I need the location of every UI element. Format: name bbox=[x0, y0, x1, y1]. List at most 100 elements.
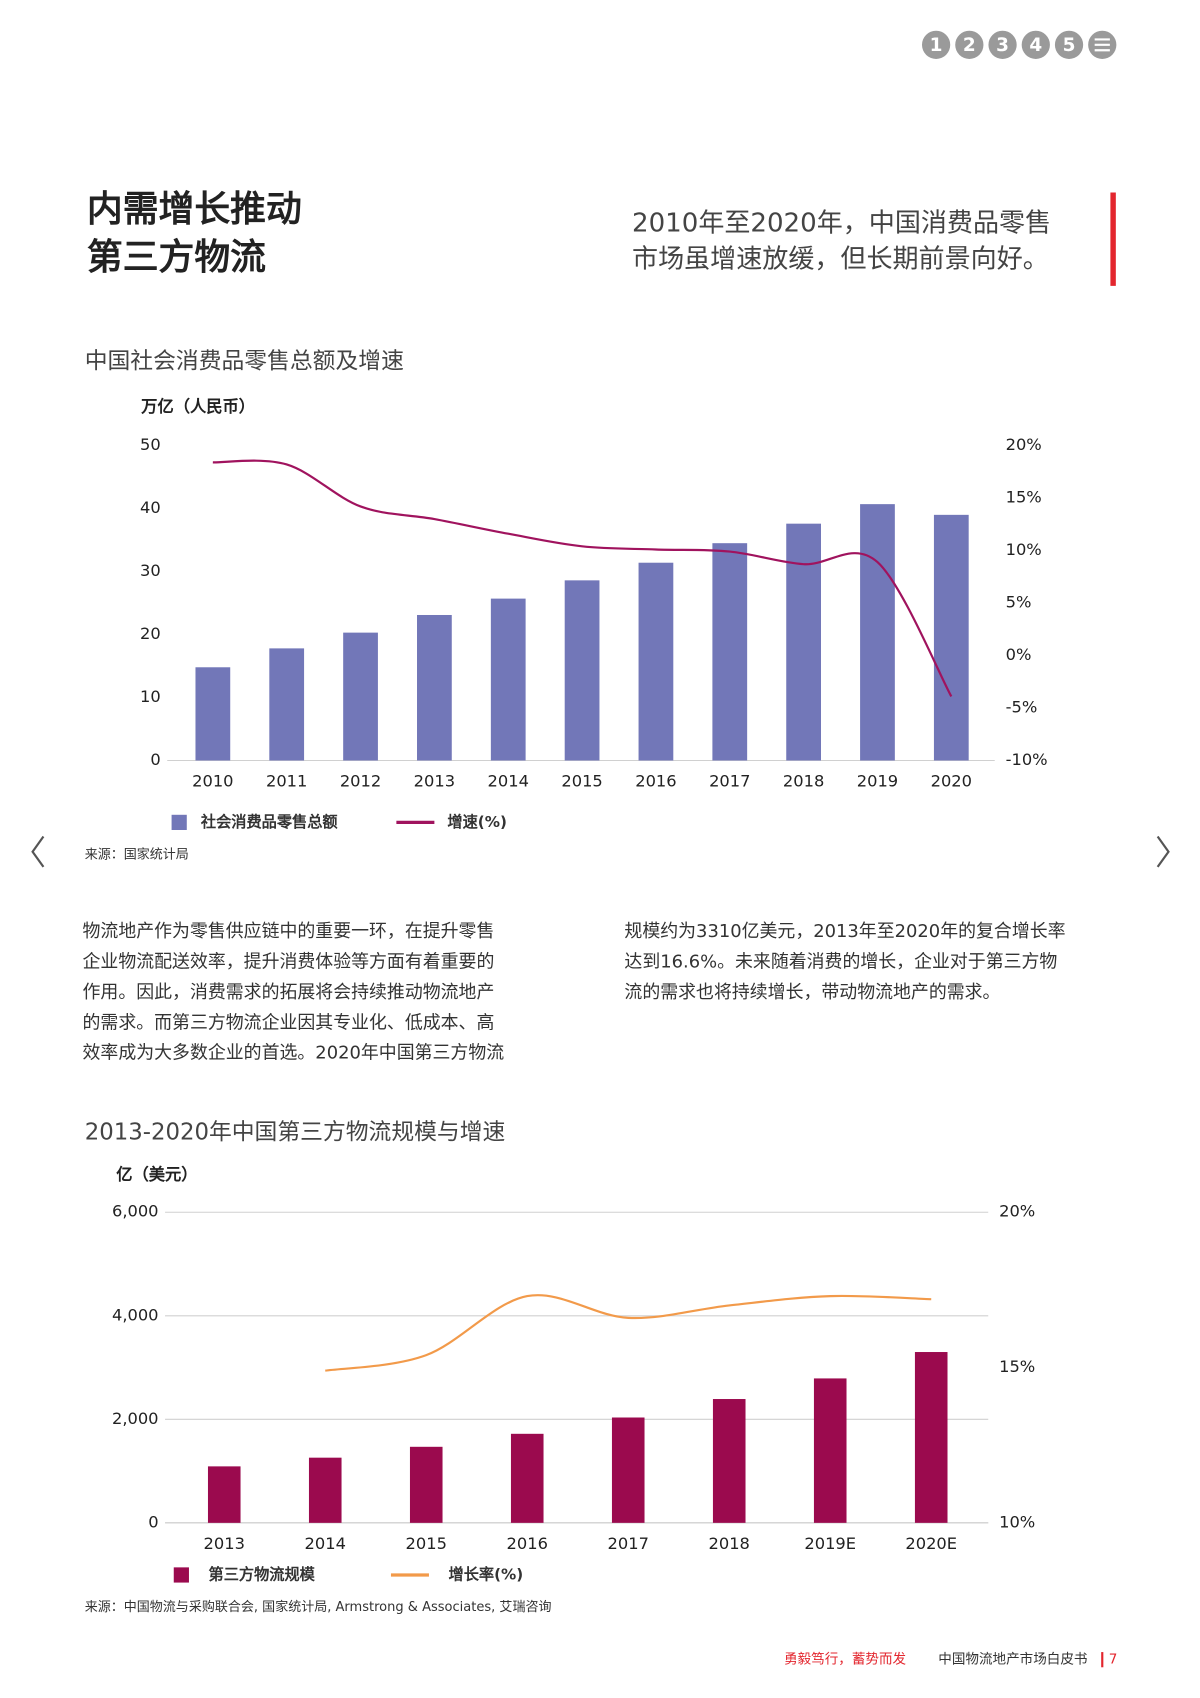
page-circle bbox=[988, 30, 1017, 59]
page-button[interactable]: 5 bbox=[1054, 30, 1084, 59]
bar bbox=[638, 562, 674, 761]
page-circle bbox=[921, 30, 951, 59]
body-text: 的需求。而第三方物流企业因其专业化、低成本、高 bbox=[83, 1012, 495, 1033]
menu-button[interactable] bbox=[1088, 30, 1117, 59]
page-number: 1 bbox=[930, 35, 943, 56]
page-button[interactable]: 1 bbox=[921, 30, 951, 59]
y2-tick-label: 10% bbox=[999, 1512, 1035, 1531]
bar bbox=[860, 504, 895, 761]
x-tick-label: 2019 bbox=[857, 772, 898, 791]
page-number: 2 bbox=[963, 35, 976, 56]
bar bbox=[933, 514, 969, 761]
source: 来源：中国物流与采购联合会, 国家统计局, Armstrong & Associ… bbox=[85, 1599, 552, 1615]
x-tick-label: 2017 bbox=[608, 1534, 649, 1553]
y2-tick-label: -5% bbox=[1006, 698, 1038, 717]
bar bbox=[417, 614, 452, 761]
legend-label: 社会消费品零售总额 bbox=[200, 813, 339, 831]
x-tick-label: 2011 bbox=[266, 772, 307, 791]
subtitle: 2010年至2020年，中国消费品零售 bbox=[632, 209, 1051, 239]
y-tick-label: 0 bbox=[150, 750, 160, 769]
x-tick-label: 2016 bbox=[507, 1534, 548, 1553]
body-text: 作用。因此，消费需求的拓展将会持续推动物流地产 bbox=[83, 982, 495, 1003]
bar bbox=[813, 1378, 847, 1523]
bar bbox=[195, 667, 231, 761]
prev-arrow[interactable] bbox=[31, 835, 45, 868]
x-tick-label: 2010 bbox=[192, 772, 233, 791]
line bbox=[212, 459, 953, 697]
y2-tick-label: 20% bbox=[1006, 435, 1042, 454]
menu-icon bbox=[1094, 38, 1110, 52]
legend-label: 增速(%) bbox=[447, 813, 506, 831]
y-axis-title: 亿（美元） bbox=[116, 1165, 197, 1184]
body-text: 企业物流配送效率，提升消费体验等方面有着重要的 bbox=[83, 951, 495, 972]
y-tick-label: 0 bbox=[148, 1512, 158, 1531]
bar bbox=[269, 648, 305, 761]
x-tick-label: 2020E bbox=[905, 1534, 957, 1553]
y2-tick-label: 10% bbox=[1006, 540, 1042, 559]
page-button[interactable]: 2 bbox=[955, 30, 984, 59]
line bbox=[325, 1294, 932, 1372]
next-arrow[interactable] bbox=[1156, 835, 1170, 868]
bar bbox=[308, 1457, 342, 1523]
x-tick-label: 2016 bbox=[635, 772, 676, 791]
bar bbox=[564, 580, 600, 761]
legend-swatch bbox=[173, 1567, 189, 1583]
y-tick-label: 6,000 bbox=[112, 1202, 159, 1221]
y-tick-label: 50 bbox=[140, 435, 161, 454]
y-tick-label: 20 bbox=[140, 624, 161, 643]
x-tick-label: 2020 bbox=[931, 772, 972, 791]
legend-label: 第三方物流规模 bbox=[209, 1565, 316, 1583]
page-number: 4 bbox=[1029, 35, 1042, 56]
chart-title: 中国社会消费品零售总额及增速 bbox=[85, 348, 404, 374]
body-text: 流的需求也将持续增长，带动物流地产的需求。 bbox=[624, 982, 1000, 1003]
footer-title: 中国物流地产市场白皮书 bbox=[938, 1651, 1087, 1668]
chart-title: 2013-2020年中国第三方物流规模与增速 bbox=[85, 1119, 506, 1145]
x-tick-label: 2014 bbox=[488, 772, 529, 791]
bar bbox=[914, 1352, 948, 1523]
body-text: 达到16.6%。未来随着消费的增长，企业对于第三方物 bbox=[624, 951, 1057, 972]
bar bbox=[611, 1417, 645, 1523]
headline: 内需增长推动 bbox=[87, 189, 302, 230]
bar bbox=[207, 1466, 241, 1523]
x-tick-label: 2013 bbox=[204, 1534, 245, 1553]
body-text: 物流地产作为零售供应链中的重要一环，在提升零售 bbox=[83, 921, 495, 942]
y2-tick-label: 5% bbox=[1006, 593, 1032, 612]
y2-tick-label: -10% bbox=[1006, 750, 1048, 769]
y-tick-label: 4,000 bbox=[112, 1305, 159, 1324]
bar bbox=[786, 523, 821, 761]
y2-tick-label: 15% bbox=[1006, 488, 1042, 507]
page-button[interactable]: 4 bbox=[1021, 30, 1050, 59]
bar bbox=[343, 632, 378, 761]
x-tick-label: 2013 bbox=[414, 772, 455, 791]
page-circle bbox=[1021, 30, 1050, 59]
y-tick-label: 40 bbox=[140, 498, 161, 517]
footer-page: 7 bbox=[1109, 1652, 1118, 1668]
bar bbox=[510, 1433, 544, 1523]
legend-label: 增长率(%) bbox=[449, 1565, 524, 1583]
x-tick-label: 2012 bbox=[340, 772, 381, 791]
footer-tagline: 勇毅笃行，蓄势而发 bbox=[784, 1651, 906, 1668]
y2-tick-label: 0% bbox=[1006, 645, 1032, 664]
x-tick-label: 2017 bbox=[709, 772, 750, 791]
y2-tick-label: 20% bbox=[999, 1202, 1035, 1221]
bar bbox=[409, 1446, 443, 1523]
legend-swatch bbox=[171, 814, 187, 830]
page-button[interactable]: 3 bbox=[988, 30, 1017, 59]
page-number: 3 bbox=[996, 35, 1009, 56]
y-tick-label: 30 bbox=[140, 561, 161, 580]
bar bbox=[490, 598, 526, 761]
y-tick-label: 2,000 bbox=[112, 1409, 159, 1428]
page-circle bbox=[955, 30, 984, 59]
source: 来源：国家统计局 bbox=[85, 846, 189, 862]
x-tick-label: 2018 bbox=[709, 1534, 750, 1553]
bar bbox=[712, 1399, 746, 1523]
x-tick-label: 2019E bbox=[804, 1534, 856, 1553]
body-text: 规模约为3310亿美元，2013年至2020年的复合增长率 bbox=[624, 921, 1065, 942]
x-tick-label: 2015 bbox=[406, 1534, 447, 1553]
subtitle: 市场虽增速放缓，但长期前景向好。 bbox=[632, 244, 1049, 274]
body-text: 效率成为大多数企业的首选。2020年中国第三方物流 bbox=[83, 1043, 505, 1064]
x-tick-label: 2018 bbox=[783, 772, 824, 791]
x-tick-label: 2015 bbox=[561, 772, 602, 791]
